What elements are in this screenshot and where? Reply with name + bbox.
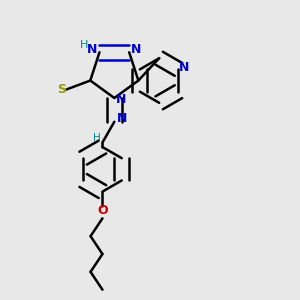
Text: N: N bbox=[116, 93, 126, 106]
Text: H: H bbox=[93, 133, 101, 143]
Text: H: H bbox=[80, 40, 88, 50]
Text: N: N bbox=[130, 44, 141, 56]
Text: N: N bbox=[178, 61, 189, 74]
Text: S: S bbox=[57, 83, 66, 96]
Text: N: N bbox=[117, 112, 127, 125]
Text: N: N bbox=[87, 44, 97, 56]
Text: O: O bbox=[97, 204, 108, 218]
